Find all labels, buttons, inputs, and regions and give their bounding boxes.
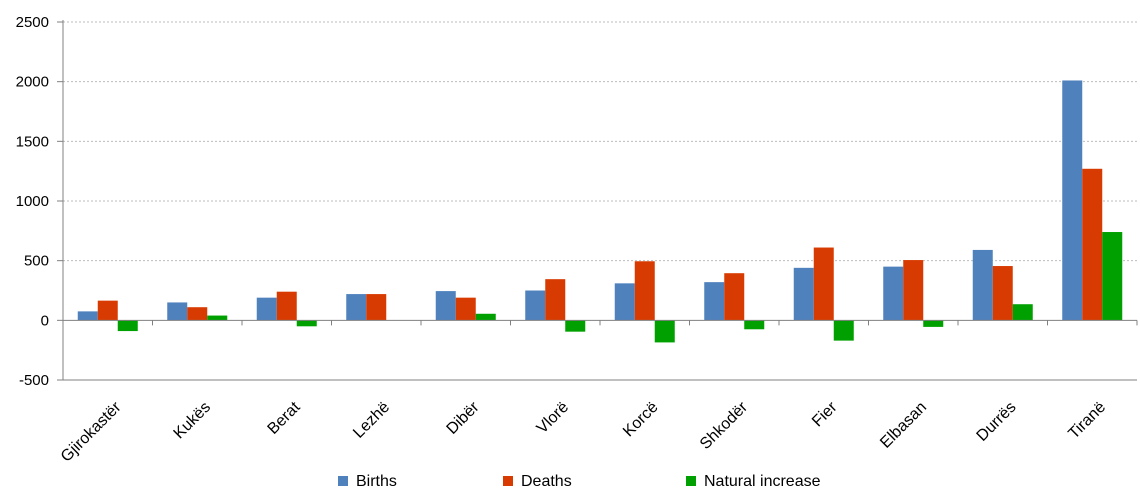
legend-swatch	[503, 476, 513, 486]
bar-births	[167, 302, 188, 321]
x-axis-ticks: Gjirokastër Kukës Berat Lezhë Dibër Vlorë Korc…	[58, 398, 1109, 465]
bar-deaths	[724, 273, 745, 321]
bar-deaths	[455, 297, 476, 321]
y-tick-label: 1000	[16, 193, 49, 210]
bar-natural-increase	[296, 320, 317, 327]
bar-births	[793, 267, 814, 321]
bar-births	[77, 311, 98, 321]
x-tick-label: Vlorë	[534, 399, 573, 438]
x-tick-label: Dibër	[444, 398, 484, 438]
x-tick-label: Berat	[265, 398, 304, 437]
bar-natural-increase	[475, 313, 496, 321]
bar-natural-increase	[744, 320, 765, 330]
bar-deaths	[545, 279, 566, 321]
bar-natural-increase	[565, 320, 586, 332]
bar-births	[346, 294, 367, 321]
bar-natural-increase	[1102, 232, 1123, 321]
bar-births	[704, 282, 725, 321]
bar-births	[883, 266, 904, 321]
x-tick-label: Kukës	[171, 399, 214, 442]
x-tick-label: Shkodër	[697, 398, 752, 453]
legend-label: Deaths	[521, 473, 572, 490]
x-tick-label: Elbasan	[877, 399, 930, 452]
x-tick-label: Durrës	[974, 399, 1020, 445]
legend-label: Natural increase	[704, 473, 821, 490]
x-tick-label: Fier	[809, 398, 841, 430]
x-tick-label: Tiranë	[1065, 399, 1109, 443]
bar-deaths	[992, 266, 1013, 321]
y-tick-label: 1500	[16, 133, 49, 150]
x-tick-label: Lezhë	[350, 399, 393, 442]
legend-swatch	[686, 476, 696, 486]
bar-natural-increase	[923, 320, 944, 327]
legend-label: Births	[356, 473, 397, 490]
y-tick-label: 0	[41, 312, 49, 329]
bar-deaths	[813, 247, 834, 321]
bar-deaths	[276, 291, 297, 321]
x-tick-label: Korcë	[620, 399, 662, 441]
bar-deaths	[187, 307, 208, 321]
y-axis-ticks: -500 0 500 1000 1500 2000 2500	[16, 14, 49, 389]
bar-births	[614, 283, 635, 321]
bar-deaths	[1082, 168, 1103, 321]
legend-swatch	[338, 476, 348, 486]
bar-births	[256, 297, 277, 321]
bar-deaths	[903, 260, 924, 321]
bar-births	[525, 290, 546, 321]
bar-natural-increase	[1012, 304, 1033, 321]
bar-births	[972, 249, 993, 321]
bar-natural-increase	[117, 320, 138, 332]
y-tick-label: 500	[24, 253, 49, 270]
axes	[57, 20, 1138, 381]
x-tick-label: Gjirokastër	[58, 398, 125, 465]
bars	[77, 80, 1123, 343]
bar-natural-increase	[833, 320, 854, 341]
bar-deaths	[97, 300, 118, 321]
bar-natural-increase	[654, 320, 675, 343]
gridlines	[63, 21, 1137, 381]
legend: Births Deaths Natural increase	[338, 473, 821, 490]
y-tick-label: -500	[19, 372, 49, 389]
y-tick-label: 2000	[16, 74, 49, 91]
bar-natural-increase	[207, 315, 228, 321]
bar-births	[435, 291, 456, 321]
bar-deaths	[634, 261, 655, 321]
y-tick-label: 2500	[16, 14, 49, 31]
bar-deaths	[366, 294, 387, 321]
bar-births	[1062, 80, 1083, 321]
